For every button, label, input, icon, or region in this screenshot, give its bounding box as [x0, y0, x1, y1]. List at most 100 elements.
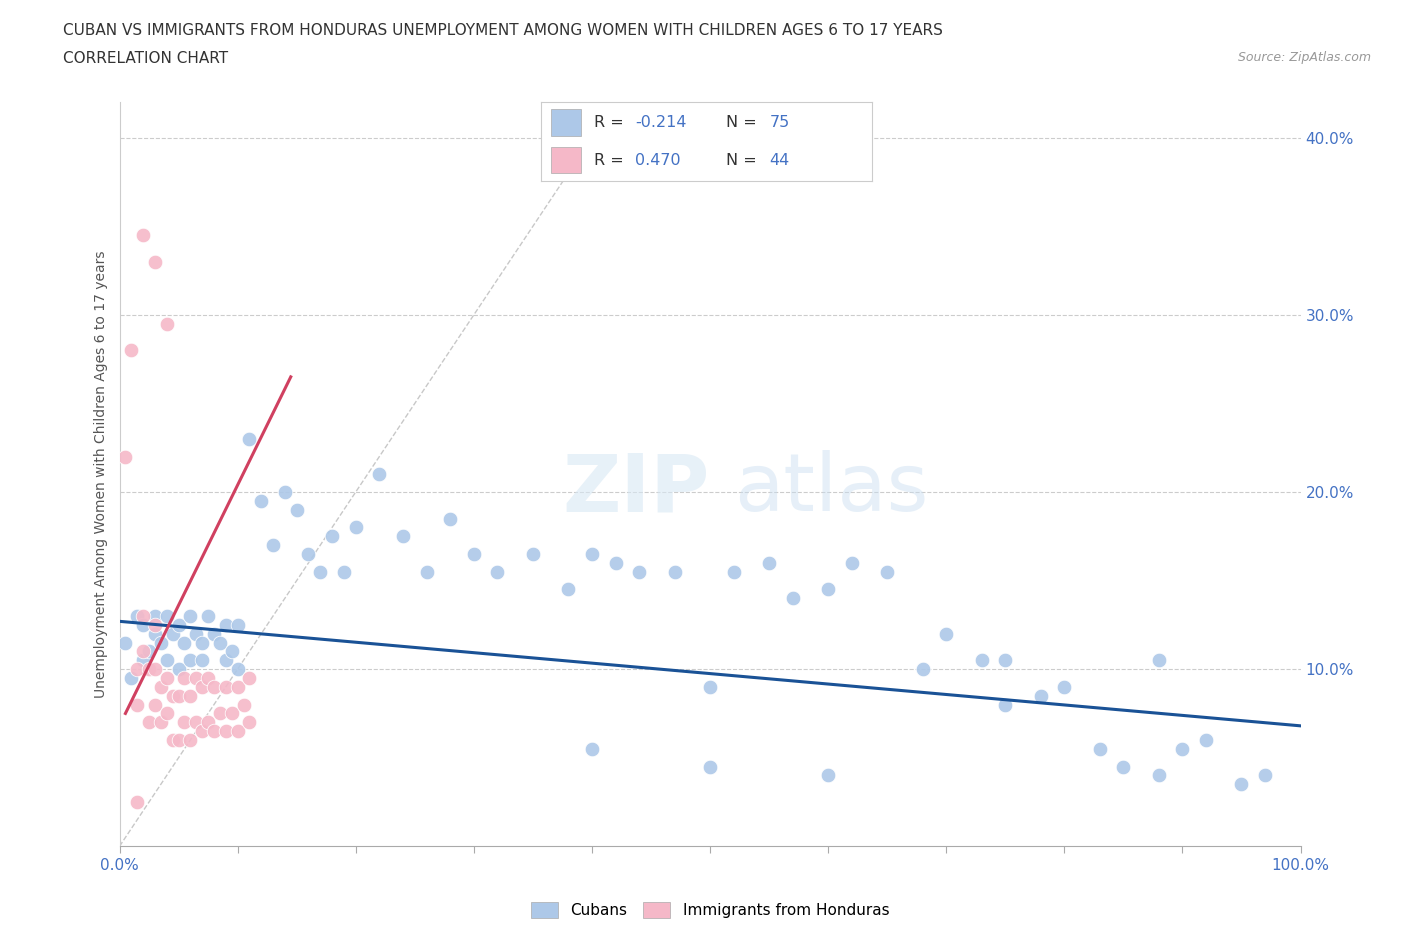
Point [782, 591, 804, 605]
Point [1254, 768, 1277, 783]
Point [226, 724, 249, 738]
Point [841, 555, 863, 570]
Point [238, 671, 260, 685]
Point [179, 653, 201, 668]
Point [143, 618, 166, 632]
Point [167, 618, 190, 632]
Point [197, 671, 219, 685]
Point [581, 547, 603, 562]
Point [138, 662, 160, 677]
Point [156, 706, 179, 721]
Point [167, 662, 190, 677]
Point [132, 228, 155, 243]
Text: 0.470: 0.470 [636, 153, 681, 167]
Point [156, 608, 179, 623]
Point [221, 706, 243, 721]
Point [143, 662, 166, 677]
Point [333, 565, 356, 579]
Point [309, 565, 332, 579]
Point [114, 635, 136, 650]
Point [1195, 733, 1218, 748]
Point [138, 715, 160, 730]
Bar [551, 147, 581, 174]
Point [911, 662, 934, 677]
Point [127, 698, 149, 712]
Point [120, 671, 142, 685]
Point [628, 565, 651, 579]
Point [1112, 759, 1135, 774]
Point [970, 653, 993, 668]
Text: N =: N = [727, 153, 762, 167]
Point [439, 512, 461, 526]
Point [127, 662, 149, 677]
Point [392, 529, 415, 544]
Text: N =: N = [727, 114, 762, 129]
Point [262, 538, 284, 552]
Point [179, 733, 201, 748]
Point [238, 432, 260, 446]
Text: CUBAN VS IMMIGRANTS FROM HONDURAS UNEMPLOYMENT AMONG WOMEN WITH CHILDREN AGES 6 : CUBAN VS IMMIGRANTS FROM HONDURAS UNEMPL… [63, 23, 943, 38]
Point [191, 680, 214, 695]
Text: 75: 75 [769, 114, 790, 129]
Point [156, 671, 179, 685]
Point [208, 635, 231, 650]
Point [173, 715, 195, 730]
Point [120, 343, 142, 358]
Point [215, 724, 238, 738]
Text: -0.214: -0.214 [636, 114, 688, 129]
Point [221, 644, 243, 658]
Point [132, 618, 155, 632]
Point [143, 254, 166, 269]
Point [321, 529, 343, 544]
Point [285, 502, 308, 517]
Point [935, 626, 957, 641]
Point [758, 555, 780, 570]
Point [817, 768, 839, 783]
Point [1088, 741, 1111, 756]
Point [208, 706, 231, 721]
Point [143, 698, 166, 712]
Point [605, 555, 627, 570]
Point [143, 626, 166, 641]
Point [162, 626, 184, 641]
Text: CORRELATION CHART: CORRELATION CHART [63, 51, 228, 66]
Point [1230, 777, 1253, 791]
Point [132, 608, 155, 623]
Point [1053, 680, 1076, 695]
Text: Source: ZipAtlas.com: Source: ZipAtlas.com [1237, 51, 1371, 64]
Point [699, 759, 721, 774]
Point [191, 724, 214, 738]
Point [344, 520, 367, 535]
Point [250, 494, 273, 509]
Point [522, 547, 544, 562]
Legend: Cubans, Immigrants from Honduras: Cubans, Immigrants from Honduras [524, 896, 896, 924]
Point [114, 449, 136, 464]
Point [162, 688, 184, 703]
Point [994, 698, 1017, 712]
Point [167, 733, 190, 748]
Point [215, 653, 238, 668]
Point [723, 565, 745, 579]
Point [149, 680, 172, 695]
Point [1147, 653, 1170, 668]
Y-axis label: Unemployment Among Women with Children Ages 6 to 17 years: Unemployment Among Women with Children A… [94, 250, 108, 698]
Point [557, 582, 579, 597]
Point [173, 635, 195, 650]
Point [179, 608, 201, 623]
Point [876, 565, 898, 579]
Bar [551, 109, 581, 136]
Point [138, 644, 160, 658]
Point [149, 715, 172, 730]
Point [167, 688, 190, 703]
Point [226, 662, 249, 677]
Point [127, 794, 149, 809]
Point [156, 316, 179, 331]
Point [215, 618, 238, 632]
Point [191, 635, 214, 650]
Point [1171, 741, 1194, 756]
Point [226, 680, 249, 695]
Point [197, 715, 219, 730]
Point [149, 635, 172, 650]
Point [197, 608, 219, 623]
Point [368, 467, 391, 482]
